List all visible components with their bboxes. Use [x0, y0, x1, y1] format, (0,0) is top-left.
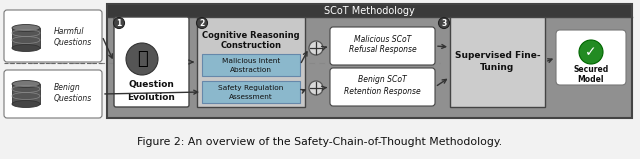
FancyBboxPatch shape [330, 27, 435, 65]
Text: Questions: Questions [54, 93, 92, 103]
Text: 🧠: 🧠 [136, 50, 147, 68]
Text: Secured: Secured [573, 66, 609, 75]
Text: SCoT Methodology: SCoT Methodology [324, 6, 415, 15]
FancyBboxPatch shape [107, 17, 632, 118]
Text: Malicious SCoT: Malicious SCoT [354, 35, 411, 44]
Text: Harmful: Harmful [54, 28, 84, 37]
Circle shape [438, 17, 449, 28]
Circle shape [579, 40, 603, 64]
FancyBboxPatch shape [202, 54, 300, 76]
Circle shape [309, 41, 323, 55]
Circle shape [196, 17, 207, 28]
Text: Benign SCoT: Benign SCoT [358, 76, 407, 84]
Ellipse shape [12, 100, 40, 107]
Text: Question: Question [129, 80, 175, 90]
Bar [12, 28, 40, 48]
Text: Questions: Questions [54, 38, 92, 46]
Ellipse shape [12, 24, 40, 31]
FancyBboxPatch shape [197, 17, 305, 107]
FancyBboxPatch shape [556, 30, 626, 85]
Text: Model: Model [578, 75, 604, 83]
Text: Construction: Construction [221, 41, 282, 49]
Text: Cognitive Reasoning: Cognitive Reasoning [202, 31, 300, 39]
FancyBboxPatch shape [4, 70, 102, 118]
Ellipse shape [12, 45, 40, 52]
Bar [12, 84, 40, 104]
Text: Malicious Intent: Malicious Intent [222, 58, 280, 64]
Ellipse shape [12, 80, 40, 87]
Text: 3: 3 [442, 18, 447, 28]
Text: Supervised Fine-: Supervised Fine- [454, 52, 540, 61]
Text: 1: 1 [116, 18, 122, 28]
FancyBboxPatch shape [4, 10, 102, 62]
Text: Benign: Benign [54, 83, 81, 93]
Text: 2: 2 [200, 18, 205, 28]
Text: Tuning: Tuning [481, 62, 515, 72]
Text: Evolution: Evolution [127, 93, 175, 101]
FancyBboxPatch shape [202, 81, 300, 103]
Text: Safety Regulation: Safety Regulation [218, 85, 284, 91]
FancyBboxPatch shape [330, 68, 435, 106]
FancyBboxPatch shape [450, 17, 545, 107]
Text: Abstraction: Abstraction [230, 67, 272, 73]
Circle shape [309, 81, 323, 95]
Circle shape [126, 43, 158, 75]
Text: Assessment: Assessment [229, 94, 273, 100]
FancyBboxPatch shape [114, 17, 189, 107]
Circle shape [113, 17, 125, 28]
Text: Refusal Response: Refusal Response [349, 45, 417, 55]
FancyBboxPatch shape [107, 4, 632, 17]
Text: ✓: ✓ [585, 45, 597, 59]
Text: Retention Response: Retention Response [344, 86, 421, 96]
Text: Figure 2: An overview of the Safety-Chain-of-Thought Methodology.: Figure 2: An overview of the Safety-Chai… [138, 137, 502, 147]
